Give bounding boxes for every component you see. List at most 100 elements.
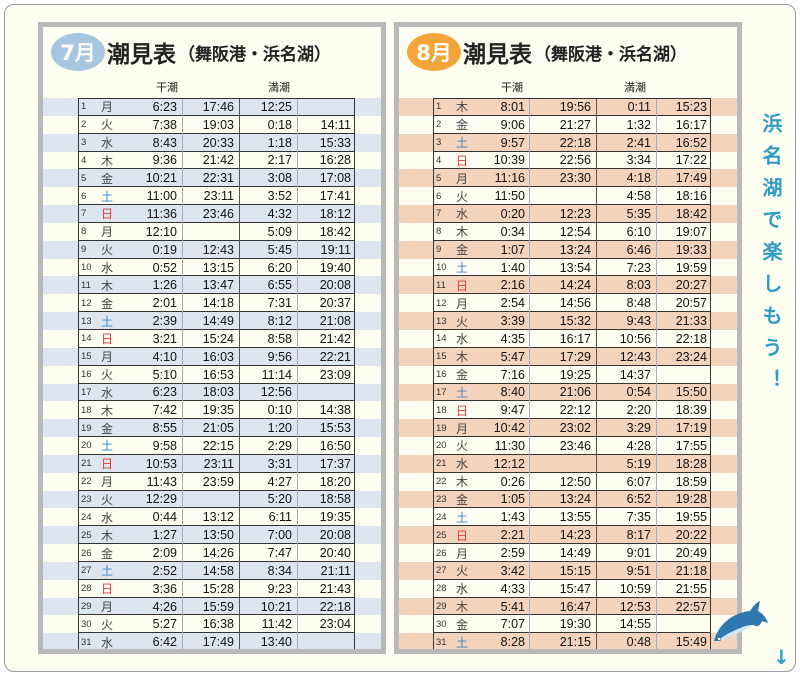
row-divider <box>78 241 355 259</box>
row-divider <box>433 152 711 170</box>
day-number: 21 <box>81 458 92 470</box>
weekday: 火 <box>456 189 469 204</box>
table-row: 7 水 0:20 12:23 5:35 18:42 <box>399 205 737 223</box>
day-number: 2 <box>436 119 442 131</box>
low-tide-2: 13:24 <box>559 242 591 257</box>
row-divider <box>433 98 711 116</box>
day-number: 4 <box>81 154 87 166</box>
day-number: 10 <box>81 262 92 274</box>
row-divider <box>433 241 711 259</box>
row-divider <box>433 473 711 491</box>
high-tide-2: 14:11 <box>320 117 351 132</box>
low-tide-2: 13:50 <box>202 528 234 543</box>
low-tide-1: 9:06 <box>500 117 525 132</box>
table-row: 23 火 12:29 5:20 18:58 <box>43 490 381 509</box>
row-divider <box>433 544 711 562</box>
high-tide-1: 2:29 <box>267 438 292 453</box>
day-number: 11 <box>436 279 446 291</box>
high-tide-1: 11:42 <box>261 617 292 632</box>
row-divider <box>78 598 355 616</box>
row-divider <box>78 294 355 313</box>
day-number: 7 <box>81 208 87 220</box>
day-number: 31 <box>81 636 92 648</box>
table-row: 22 木 0:26 12:50 6:07 18:59 <box>399 472 737 491</box>
weekday: 土 <box>456 635 469 650</box>
row-divider <box>78 205 355 223</box>
tide-calendar-card: 7月 潮見表 （舞阪港・浜名湖） 干潮 満潮 1 月 6:23 17:46 12:25 2 火… <box>4 4 796 672</box>
table-row: 13 土 2:39 14:49 8:12 21:08 <box>43 312 381 330</box>
table-row: 30 金 7:07 19:30 14:55 <box>399 615 737 634</box>
high-tide-2: 17:55 <box>675 438 707 453</box>
low-tide-1: 2:16 <box>500 278 525 293</box>
weekday: 木 <box>101 403 114 418</box>
day-number: 24 <box>436 511 447 523</box>
low-tide-2: 12:43 <box>202 242 234 257</box>
low-tide-1: 3:36 <box>152 581 177 596</box>
row-divider <box>78 473 355 491</box>
low-tide-1: 11:50 <box>494 189 525 204</box>
day-number: 5 <box>81 172 87 184</box>
high-tide-1: 5:35 <box>626 206 651 221</box>
low-tide-2: 12:23 <box>559 206 591 221</box>
row-divider <box>78 223 355 241</box>
high-tide-1: 3:29 <box>626 421 651 436</box>
high-tide-1: 6:20 <box>267 260 292 275</box>
low-tide-2: 14:56 <box>559 296 591 311</box>
high-tide-1: 7:31 <box>267 296 292 311</box>
weekday: 月 <box>456 421 469 436</box>
high-tide-1: 3:52 <box>267 189 292 204</box>
day-number: 14 <box>81 333 92 345</box>
high-tide-1: 10:21 <box>260 599 292 614</box>
row-divider <box>433 598 711 616</box>
high-tide-1: 7:35 <box>626 510 651 525</box>
table-row: 16 火 5:10 16:53 11:14 23:09 <box>43 365 381 384</box>
high-tide-2: 17:41 <box>319 189 351 204</box>
weekday: 月 <box>456 546 469 561</box>
low-tide-2: 16:53 <box>202 367 234 382</box>
table-row: 4 木 9:36 21:42 2:17 16:28 <box>43 151 381 170</box>
high-tide-1: 4:32 <box>267 206 292 221</box>
high-tide-2: 19:28 <box>675 492 707 507</box>
table-row: 19 金 8:55 21:05 1:20 15:53 <box>43 419 381 438</box>
weekday: 月 <box>101 475 114 490</box>
low-tide-1: 4:33 <box>500 581 525 596</box>
weekday: 金 <box>101 421 114 436</box>
day-number: 8 <box>81 226 87 238</box>
low-tide-1: 1:43 <box>500 510 525 525</box>
weekday: 水 <box>456 582 469 597</box>
low-tide-2: 19:25 <box>559 367 591 382</box>
day-number: 6 <box>436 190 442 202</box>
row-divider <box>78 348 355 366</box>
low-tide-2: 22:56 <box>559 153 591 168</box>
high-tide-2: 21:08 <box>319 314 351 329</box>
low-tide-1: 1:07 <box>500 242 525 257</box>
low-tide-2: 13:24 <box>559 492 591 507</box>
high-tide-1: 7:00 <box>267 528 292 543</box>
table-row: 27 火 3:42 15:15 9:51 21:18 <box>399 561 737 580</box>
high-tide-1: 8:17 <box>626 528 651 543</box>
low-tide-1: 10:42 <box>493 421 525 436</box>
day-number: 25 <box>81 529 92 541</box>
weekday: 火 <box>456 439 469 454</box>
weekday: 金 <box>101 171 114 186</box>
table-row: 17 土 8:40 21:06 0:54 15:50 <box>399 383 737 402</box>
row-divider <box>78 491 355 509</box>
weekday: 金 <box>456 118 469 133</box>
low-tide-1: 2:54 <box>500 296 525 311</box>
low-tide-1: 11:30 <box>494 438 525 453</box>
low-tide-2: 15:15 <box>559 563 591 578</box>
table-row: 23 金 1:05 13:24 6:52 19:28 <box>399 490 737 509</box>
low-tide-2: 23:46 <box>202 206 234 221</box>
day-number: 13 <box>81 315 92 327</box>
low-tide-2: 14:26 <box>202 546 234 561</box>
row-divider <box>78 312 355 330</box>
low-tide-2: 21:42 <box>202 153 234 168</box>
high-tide-2: 20:22 <box>675 528 707 543</box>
row-divider <box>78 366 355 384</box>
high-tide-1: 9:01 <box>626 546 651 561</box>
day-number: 28 <box>436 583 447 595</box>
table-row: 1 木 8:01 19:56 0:11 15:23 <box>399 98 737 116</box>
high-tide-2: 21:33 <box>675 314 707 329</box>
row-divider <box>78 384 355 402</box>
low-tide-2: 21:06 <box>559 385 591 400</box>
